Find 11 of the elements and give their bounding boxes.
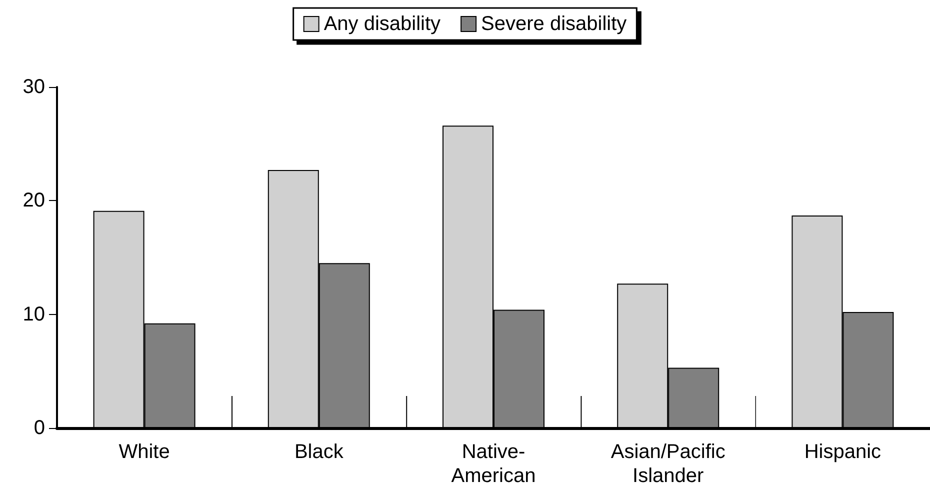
y-tick-label: 30 <box>22 76 45 98</box>
legend-label: Any disability <box>324 13 441 35</box>
x-tick-label: Asian/Pacific Islander <box>610 441 726 487</box>
x-tick-label: White <box>118 441 170 463</box>
y-tick-label: 10 <box>22 303 45 326</box>
x-tick-label: Black <box>294 441 344 463</box>
y-tick-label: 20 <box>22 190 45 212</box>
x-tick-label: Hispanic <box>804 441 882 463</box>
legend-label: Severe disability <box>481 13 627 35</box>
x-tick-label: Native- American <box>451 441 536 487</box>
y-tick-label: 0 <box>34 417 45 439</box>
